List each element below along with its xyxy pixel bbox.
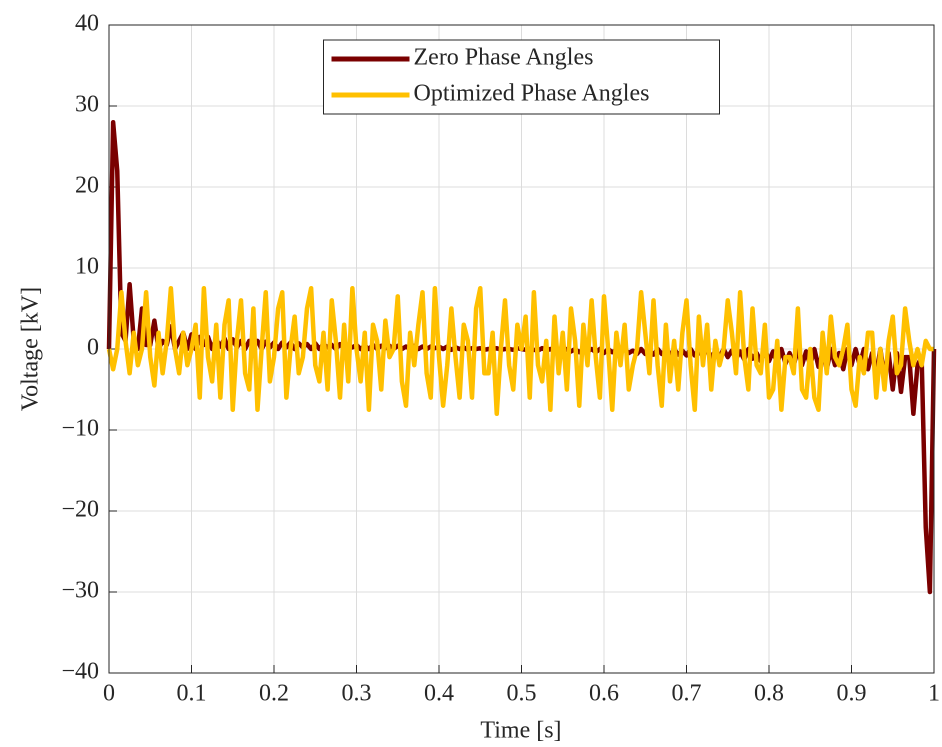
data-line bbox=[106, 286, 934, 417]
x-tick-label: 0.5 bbox=[507, 681, 537, 707]
y-tick-label: −30 bbox=[61, 578, 99, 604]
x-tick-label: 0.6 bbox=[589, 681, 619, 707]
y-tick-label: 30 bbox=[75, 92, 99, 118]
x-tick-label: 1 bbox=[928, 681, 940, 707]
y-tick-label: 0 bbox=[87, 335, 99, 361]
x-tick-label: 0.1 bbox=[177, 681, 207, 707]
y-axis-label: Voltage [kV] bbox=[18, 287, 44, 411]
x-tick-label: 0.3 bbox=[342, 681, 372, 707]
x-tick-label: 0.2 bbox=[259, 681, 289, 707]
x-tick-label: 0.7 bbox=[672, 681, 702, 707]
legend-label: Zero Phase Angles bbox=[414, 45, 594, 71]
x-tick-label: 0.9 bbox=[837, 681, 867, 707]
x-tick-label: 0.8 bbox=[754, 681, 784, 707]
legend-box bbox=[323, 39, 720, 115]
x-tick-label: 0 bbox=[103, 681, 115, 707]
y-tick-label: −10 bbox=[61, 416, 99, 442]
legend-label: Optimized Phase Angles bbox=[414, 81, 650, 107]
x-tick-label: 0.4 bbox=[424, 681, 454, 707]
y-tick-label: −40 bbox=[61, 659, 99, 685]
y-tick-label: 20 bbox=[75, 173, 99, 199]
axes-box bbox=[108, 24, 935, 674]
y-tick-label: −20 bbox=[61, 497, 99, 523]
y-tick-label: 10 bbox=[75, 254, 99, 280]
y-tick-label: 40 bbox=[75, 11, 99, 37]
plot-clip bbox=[106, 119, 937, 595]
x-axis-label: Time [s] bbox=[480, 718, 561, 744]
